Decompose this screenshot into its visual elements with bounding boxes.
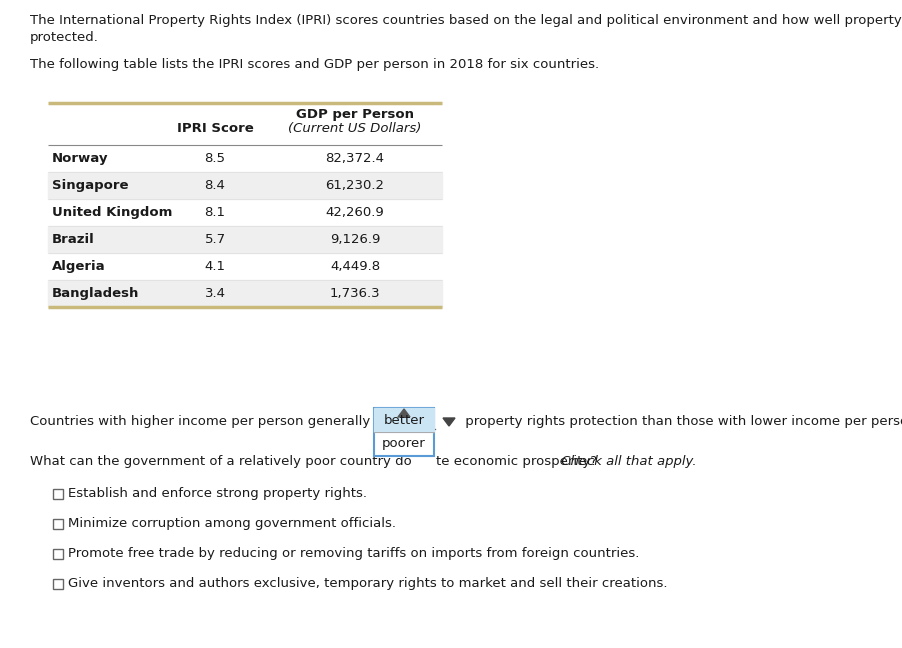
Bar (53, 579, 63, 589)
Text: The following table lists the IPRI scores and GDP per person in 2018 for six cou: The following table lists the IPRI score… (30, 58, 599, 71)
Text: property rights protection than those with lower income per person.: property rights protection than those wi… (461, 415, 902, 428)
Text: 3.4: 3.4 (205, 287, 226, 300)
Text: IPRI Score: IPRI Score (177, 122, 253, 135)
Bar (53, 489, 63, 499)
Text: United Kingdom: United Kingdom (52, 206, 172, 219)
Text: protected.: protected. (30, 31, 99, 44)
FancyBboxPatch shape (374, 408, 434, 456)
Text: 9,126.9: 9,126.9 (330, 233, 380, 246)
Text: 4.1: 4.1 (205, 260, 226, 273)
Text: Minimize corruption among government officials.: Minimize corruption among government off… (68, 518, 396, 531)
Text: The International Property Rights Index (IPRI) scores countries based on the leg: The International Property Rights Index … (30, 14, 902, 27)
Text: Promote free trade by reducing or removing tariffs on imports from foreign count: Promote free trade by reducing or removi… (68, 548, 640, 561)
Bar (53, 519, 63, 529)
Text: What can the government of a relatively poor country do: What can the government of a relatively … (30, 456, 411, 469)
Text: 61,230.2: 61,230.2 (326, 179, 384, 192)
Text: 42,260.9: 42,260.9 (326, 206, 384, 219)
Bar (48, 226, 442, 253)
Text: 4,449.8: 4,449.8 (330, 260, 380, 273)
Text: Singapore: Singapore (52, 179, 128, 192)
Text: Bangladesh: Bangladesh (52, 287, 140, 300)
Text: Brazil: Brazil (52, 233, 95, 246)
Text: Give inventors and authors exclusive, temporary rights to market and sell their : Give inventors and authors exclusive, te… (68, 577, 667, 590)
Bar (374, 408, 434, 432)
Text: 1,736.3: 1,736.3 (330, 287, 381, 300)
Text: Norway: Norway (52, 152, 108, 165)
Text: 82,372.4: 82,372.4 (326, 152, 384, 165)
Text: Check all that apply.: Check all that apply. (557, 456, 696, 469)
Text: 8.1: 8.1 (205, 206, 226, 219)
Text: te economic prosperity?: te economic prosperity? (436, 456, 597, 469)
Text: better: better (383, 413, 425, 426)
Text: Countries with higher income per person generally have: Countries with higher income per person … (30, 415, 411, 428)
Text: Algeria: Algeria (52, 260, 106, 273)
Text: poorer: poorer (382, 437, 426, 450)
Text: GDP per Person: GDP per Person (296, 108, 414, 121)
Bar (48, 172, 442, 199)
Polygon shape (398, 409, 410, 417)
Bar (48, 280, 442, 307)
Text: (Current US Dollars): (Current US Dollars) (289, 122, 422, 135)
Bar (53, 549, 63, 559)
Text: 5.7: 5.7 (205, 233, 226, 246)
Text: 8.4: 8.4 (205, 179, 226, 192)
Text: Establish and enforce strong property rights.: Establish and enforce strong property ri… (68, 487, 367, 500)
Polygon shape (443, 418, 455, 426)
Text: 8.5: 8.5 (205, 152, 226, 165)
